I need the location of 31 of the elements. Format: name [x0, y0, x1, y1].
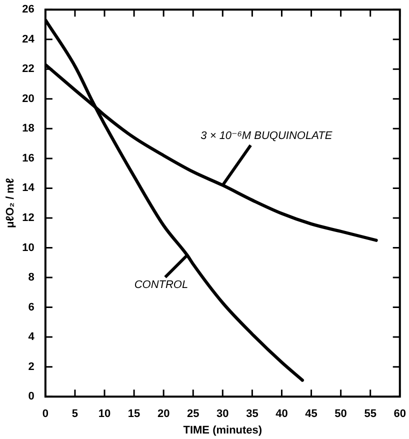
x-tick-label: 15: [128, 408, 140, 420]
x-tick-label: 0: [42, 408, 48, 420]
x-tick-label: 10: [98, 408, 111, 420]
y-tick-label: 12: [22, 212, 34, 224]
y-tick-label: 6: [28, 301, 34, 314]
y-tick-label: 20: [22, 92, 34, 105]
y-tick-label: 24: [22, 33, 36, 46]
y-tick-label: 0: [28, 390, 34, 403]
x-tick-label: 25: [186, 408, 200, 420]
y-tick-label: 18: [22, 122, 34, 135]
x-tick-label: 30: [216, 408, 229, 420]
y-axis-title: μℓO₂ / mℓ: [4, 178, 17, 228]
y-tick-label: 14: [22, 182, 36, 194]
x-tick-label: 45: [305, 408, 318, 420]
x-tick-label: 5: [72, 408, 78, 420]
y-tick-label: 26: [22, 4, 34, 16]
x-tick-label: 55: [364, 408, 376, 420]
y-tick-label: 8: [28, 272, 34, 284]
text: 3 × 10⁻⁶M BUQUINOLATE: [200, 130, 333, 142]
x-tick-label: 35: [246, 408, 258, 420]
x-tick-label: 50: [334, 408, 347, 420]
y-tick-label: 16: [22, 152, 34, 164]
x-tick-label: 20: [157, 408, 170, 420]
y-tick-label: 2: [28, 360, 34, 373]
x-tick-label: 60: [394, 408, 406, 420]
x-tick-label: 40: [276, 408, 288, 420]
legend-label: CONTROL: [134, 278, 188, 291]
y-tick-label: 4: [28, 331, 36, 344]
y-tick-label: 10: [22, 242, 34, 254]
y-tick-label: 22: [22, 63, 34, 76]
x-axis-title: TIME (minutes): [183, 424, 262, 436]
